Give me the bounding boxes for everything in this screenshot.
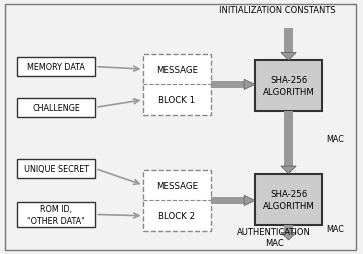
Text: INITIALIZATION CONSTANTS: INITIALIZATION CONSTANTS [219,6,336,15]
Text: MEMORY DATA: MEMORY DATA [27,63,85,72]
FancyBboxPatch shape [284,225,293,232]
FancyBboxPatch shape [17,202,95,227]
Text: BLOCK 1: BLOCK 1 [158,96,196,105]
FancyBboxPatch shape [211,198,244,204]
Polygon shape [281,53,296,61]
FancyBboxPatch shape [5,5,356,250]
Text: BLOCK 2: BLOCK 2 [158,211,196,220]
Text: CHALLENGE: CHALLENGE [32,103,80,113]
FancyBboxPatch shape [17,160,95,178]
Text: ROM ID,
"OTHER DATA": ROM ID, "OTHER DATA" [27,205,85,225]
FancyBboxPatch shape [284,29,293,53]
Polygon shape [281,166,296,174]
FancyBboxPatch shape [211,82,244,88]
FancyBboxPatch shape [17,58,95,77]
FancyBboxPatch shape [255,61,322,112]
Text: MESSAGE: MESSAGE [156,181,198,190]
Text: UNIQUE SECRET: UNIQUE SECRET [24,164,89,173]
Text: MESSAGE: MESSAGE [156,65,198,74]
FancyBboxPatch shape [255,174,322,225]
Polygon shape [281,232,296,240]
FancyBboxPatch shape [143,55,211,116]
FancyBboxPatch shape [17,98,95,117]
Text: SHA-256
ALGORITHM: SHA-256 ALGORITHM [263,76,314,97]
FancyBboxPatch shape [143,170,211,231]
Polygon shape [244,196,255,206]
FancyBboxPatch shape [284,112,293,166]
Text: SHA-256
ALGORITHM: SHA-256 ALGORITHM [263,189,314,210]
Text: AUTHENTICATION
MAC: AUTHENTICATION MAC [237,227,311,247]
Polygon shape [244,80,255,90]
Text: MAC: MAC [326,224,344,233]
Text: MAC: MAC [326,135,344,144]
